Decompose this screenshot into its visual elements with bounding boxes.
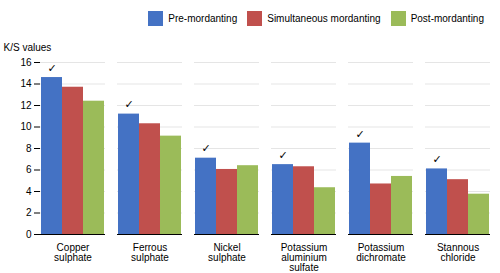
svg-text:✓: ✓ [47, 62, 56, 75]
svg-text:4: 4 [26, 186, 32, 197]
svg-text:6: 6 [26, 164, 32, 175]
svg-text:Coppersulphate: Coppersulphate [54, 242, 92, 263]
svg-text:8: 8 [26, 143, 32, 154]
html-text:Pre-mordanting: Pre-mordanting [168, 13, 238, 24]
svg-text:10: 10 [20, 121, 32, 132]
svg-text:Nickelsulphate: Nickelsulphate [208, 242, 246, 263]
svg-text:Ferroussulphate: Ferroussulphate [131, 242, 169, 263]
svg-text:2: 2 [26, 207, 32, 218]
svg-text:✓: ✓ [278, 149, 287, 162]
svg-text:Stannouschloride: Stannouschloride [437, 242, 479, 263]
html-text:Post-mordanting: Post-mordanting [410, 13, 484, 24]
svg-text:✓: ✓ [124, 98, 133, 111]
svg-text:Potassiumdichromate: Potassiumdichromate [356, 242, 406, 263]
svg-text:Potassiumaluminiumsulfate: Potassiumaluminiumsulfate [281, 242, 328, 273]
svg-text:14: 14 [20, 78, 32, 89]
svg-text:12: 12 [20, 100, 32, 111]
svg-text:0: 0 [26, 229, 32, 240]
svg-text:16: 16 [20, 57, 32, 68]
svg-text:✓: ✓ [201, 142, 210, 155]
svg-text:K/S values: K/S values [4, 42, 52, 53]
html-text:Simultaneous mordanting: Simultaneous mordanting [267, 13, 381, 24]
svg-text:✓: ✓ [355, 128, 364, 141]
svg-text:✓: ✓ [432, 153, 441, 166]
